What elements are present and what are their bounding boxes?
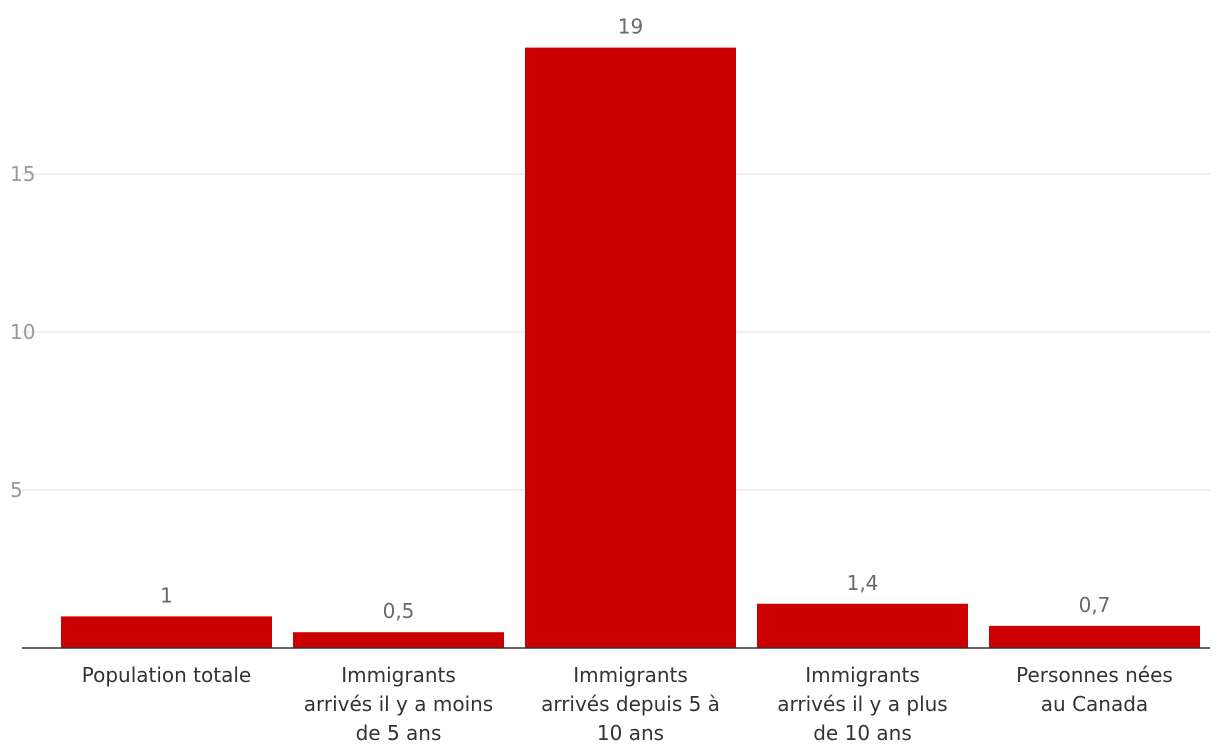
bar [989,625,1200,648]
y-tick-label: 5 [10,478,23,502]
data-label: 1,4 [847,571,879,595]
data-labels: 1 0,5 19 1,4 0,7 [160,15,1110,624]
bar [61,616,272,648]
data-label: 0,7 [1079,593,1111,617]
bars [61,47,1200,649]
data-label: 1 [160,583,173,607]
bar [525,47,736,649]
x-tick-label: Personnes nées au Canada [1016,663,1173,716]
bar [757,603,968,648]
x-tick-label: Population totale [82,663,251,687]
bar [293,632,504,648]
y-tick-label: 10 [10,320,35,344]
x-tick-label: Immigrants arrivés il y a moins de 5 ans [304,663,493,745]
y-tick-label: 15 [10,162,35,186]
data-label: 19 [618,15,643,39]
x-tick-label: Immigrants arrivés depuis 5 à 10 ans [541,663,720,745]
y-axis-ticks: 5 10 15 [10,162,35,502]
x-axis-labels: Population totale Immigrants arrivés il y … [82,663,1173,745]
data-label: 0,5 [383,599,415,623]
x-tick-label: Immigrants arrivés il y a plus de 10 ans [777,663,947,745]
